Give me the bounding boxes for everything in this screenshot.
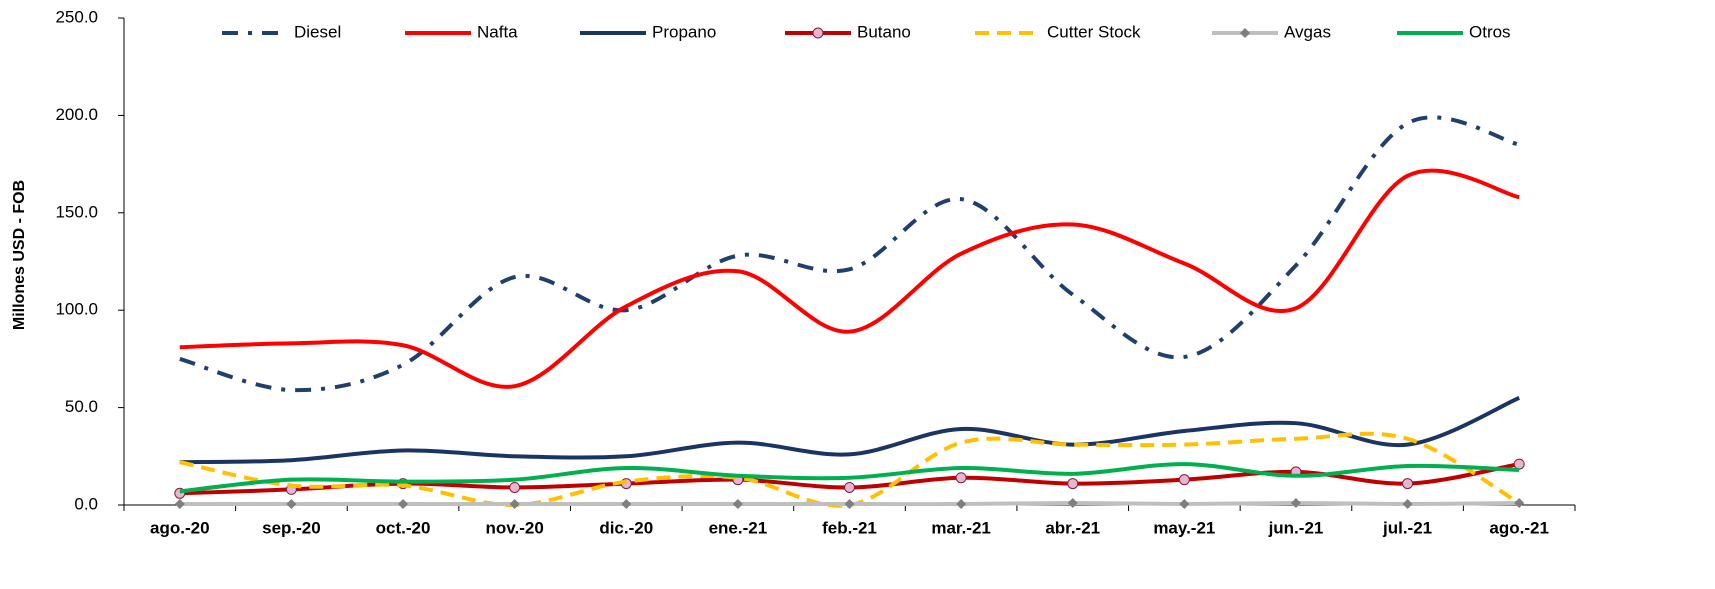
x-tick-label: sep.-20 [262,518,321,537]
marker [1514,498,1525,509]
x-tick-label: dic.-20 [599,518,653,537]
x-tick-label: nov.-20 [486,518,544,537]
legend-label: Nafta [477,22,518,41]
marker [844,481,855,493]
y-tick-label: 50.0 [65,397,98,416]
y-tick-label: 200.0 [55,105,98,124]
x-tick-label: jul.-21 [1382,518,1432,537]
legend-label: Avgas [1284,22,1331,41]
y-axis-label: Millones USD - FOB [11,180,28,330]
legend-label: Butano [857,22,911,41]
x-tick-label: mar.-21 [931,518,991,537]
legend-marker [1240,28,1250,38]
legend-label: Diesel [294,22,341,41]
marker [1513,458,1525,470]
marker [1179,499,1190,510]
line [179,462,1520,494]
legend-marker [812,27,824,39]
marker [174,499,185,510]
line [179,168,1520,389]
x-tick-label: oct.-20 [376,518,431,537]
y-tick-label: 100.0 [55,300,98,319]
x-tick-label: jun.-21 [1268,518,1324,537]
marker [286,499,297,510]
marker [844,499,855,510]
x-tick-label: feb.-21 [822,518,877,537]
y-tick-label: 150.0 [55,202,98,221]
x-tick-label: may.-21 [1153,518,1215,537]
marker [1402,478,1414,490]
x-tick-label: abr.-21 [1045,518,1100,537]
y-tick-label: 0.0 [74,494,98,513]
marker [621,499,632,510]
marker [956,499,967,510]
marker [509,499,520,510]
legend-label: Cutter Stock [1047,22,1141,41]
marker [732,499,743,510]
legend-label: Otros [1469,22,1511,41]
line [179,431,1521,508]
legend-label: Propano [652,22,716,41]
marker [1067,478,1079,490]
line [179,396,1520,465]
marker [398,499,409,510]
x-tick-label: ago.-20 [150,518,210,537]
marker [1067,498,1078,509]
line [179,115,1520,393]
marker [955,472,967,484]
x-tick-label: ago.-21 [1489,518,1549,537]
marker [509,481,521,493]
marker [1402,499,1413,510]
marker [1178,474,1190,486]
x-tick-label: ene.-21 [709,518,768,537]
marker [1290,498,1301,509]
y-tick-label: 250.0 [55,7,98,26]
